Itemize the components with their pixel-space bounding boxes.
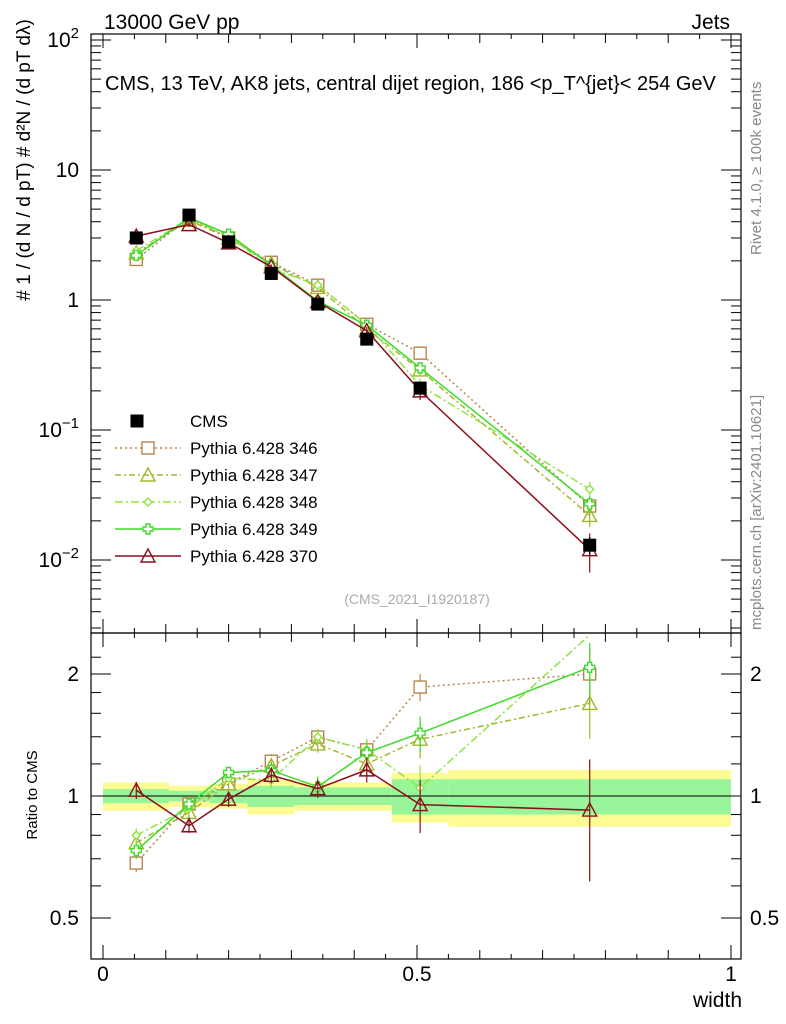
- data-point: [182, 208, 196, 222]
- ratio-point: [581, 801, 598, 817]
- legend-label: Pythia 6.428 370: [190, 547, 318, 566]
- ratio-point: [312, 732, 323, 743]
- data-point: [129, 231, 143, 245]
- series-line: [135, 219, 591, 517]
- ratio-point: [361, 746, 373, 759]
- legend-label: CMS: [190, 412, 228, 431]
- series-point: [584, 484, 595, 495]
- ratio-point: [129, 856, 143, 870]
- ratio-line: [135, 769, 590, 827]
- ratio-tick-label-right: 0.5: [750, 907, 779, 930]
- legend: CMS Pythia 6.428 346 Pythia 6.428 347 Pythi…: [115, 412, 318, 566]
- mcplots-label: mcplots.cern.ch [arXiv:2401.10621]: [748, 395, 765, 630]
- series-line: [136, 223, 591, 551]
- y-tick-label: 102: [47, 25, 79, 52]
- y-axis-label: # 1 / (d N / d pT) # d²N / (d pT dλ): [14, 19, 35, 301]
- series-line: [135, 216, 591, 507]
- series-line: [135, 218, 591, 490]
- series-group: [128, 210, 598, 573]
- series-point: [584, 498, 596, 510]
- ratio-line: [135, 666, 590, 852]
- data-point: [222, 235, 236, 249]
- series-point: [581, 507, 598, 523]
- series-point: [312, 280, 323, 291]
- legend-label: Pythia 6.428 348: [190, 493, 318, 512]
- series-point: [130, 249, 142, 262]
- ratio-tick-label: 1: [67, 785, 79, 808]
- ratio-point: [131, 830, 142, 841]
- ratio-point: [183, 798, 195, 810]
- ratio-tick-label-right: 1: [750, 785, 762, 808]
- ratio-point: [220, 790, 237, 806]
- ratio-line: [135, 702, 590, 844]
- y-axis-label-text: # 1 / (d N / d pT) # d²N / (d pT dλ): [14, 19, 35, 301]
- data-points-group: [129, 208, 597, 555]
- series-line: [135, 216, 591, 505]
- ratio-axis-label: Ratio to CMS: [24, 750, 41, 839]
- ratio-tick-label-right: 2: [750, 663, 762, 686]
- header-right: Jets: [691, 11, 730, 34]
- ratio-group: [128, 634, 598, 882]
- ratio-point: [309, 735, 326, 751]
- series-point: [180, 216, 198, 232]
- analysis-id: (CMS_2021_I1920187): [344, 591, 490, 607]
- main-plot-frame: [90, 33, 742, 634]
- legend-marker: [139, 547, 157, 563]
- legend-marker: [143, 497, 153, 507]
- chart-title: CMS, 13 TeV, AK8 jets, central dijet reg…: [105, 73, 717, 95]
- rivet-label: Rivet 4.1.0, ≥ 100k events: [748, 82, 765, 255]
- ratio-point: [413, 680, 427, 694]
- x-axis-label: width: [692, 989, 742, 1012]
- x-tick-label: 0: [97, 963, 109, 986]
- series-point: [414, 362, 426, 374]
- ratio-tick-label: 0.5: [50, 907, 79, 930]
- data-point: [264, 266, 278, 280]
- ratio-point: [263, 766, 280, 782]
- y-tick-label: 1: [67, 289, 79, 312]
- ratio-point: [222, 766, 235, 779]
- ratio-line: [135, 634, 591, 836]
- series-point: [413, 346, 427, 360]
- ratio-point: [128, 781, 145, 797]
- legend-label: Pythia 6.428 346: [190, 439, 318, 458]
- legend-marker: [141, 441, 155, 455]
- legend-label: Pythia 6.428 349: [190, 520, 318, 539]
- legend-marker: [139, 466, 157, 482]
- ratio-point: [411, 796, 429, 812]
- header-left: 13000 GeV pp: [104, 11, 239, 34]
- legend-marker: [130, 414, 144, 428]
- ratio-point: [309, 780, 326, 796]
- legend-label: Pythia 6.428 347: [190, 466, 318, 485]
- data-point: [413, 381, 427, 395]
- legend-marker: [142, 523, 154, 535]
- ratio-point: [180, 817, 198, 833]
- ratio-point: [584, 661, 596, 674]
- y-tick-label: 10−1: [39, 415, 79, 442]
- ratio-point: [414, 727, 426, 739]
- y-tick-label: 10−2: [39, 545, 79, 572]
- data-point: [360, 332, 374, 346]
- data-point: [583, 538, 597, 552]
- data-point: [311, 297, 325, 311]
- ratio-tick-label: 2: [67, 663, 79, 686]
- ratio-point: [220, 775, 237, 791]
- x-tick-label: 1: [725, 963, 737, 986]
- ratio-point: [130, 844, 142, 857]
- y-tick-label: 10: [56, 159, 79, 182]
- x-tick-label: 0.5: [402, 963, 431, 986]
- ratio-point: [581, 694, 598, 711]
- axes-group: 0 0.5 1 10−2 10−1 1 10 102 0.5 0.5 1 1 2 2: [39, 25, 780, 986]
- ratio-point: [358, 761, 375, 777]
